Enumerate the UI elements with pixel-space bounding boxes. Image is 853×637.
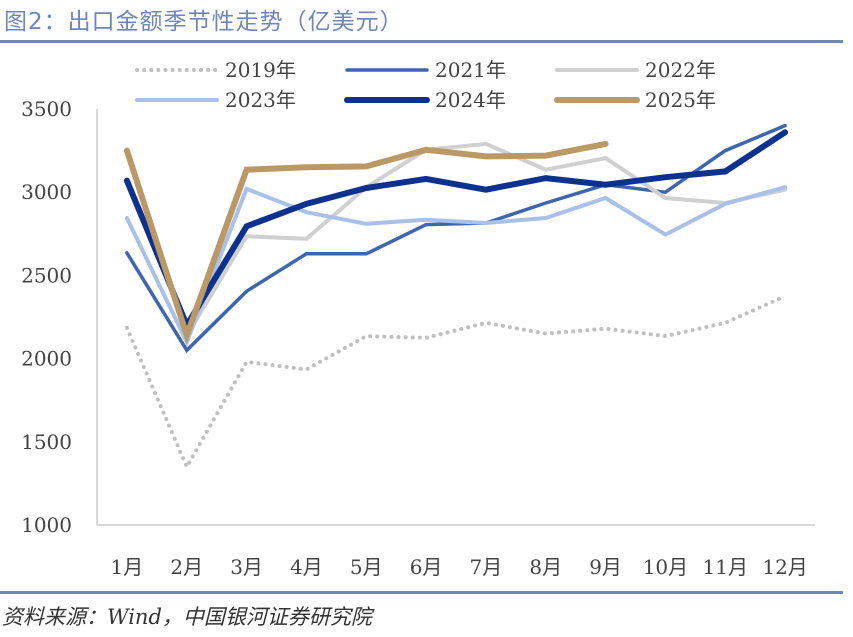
y-tick-label: 3500 <box>21 97 72 121</box>
legend-label: 2023年 <box>225 88 296 112</box>
legend: 2019年 2021年 2022年 2023年 2024年 2025年 <box>135 58 716 112</box>
x-tick-label: 2月 <box>170 555 203 579</box>
x-tick-label: 5月 <box>350 555 383 579</box>
y-tick-label: 3000 <box>21 180 72 204</box>
series-line-2025年 <box>123 140 609 345</box>
x-tick-label: 10月 <box>643 555 688 579</box>
title-divider <box>0 40 843 43</box>
x-tick-label: 3月 <box>230 555 263 579</box>
series-line-2023年 <box>124 185 788 347</box>
legend-item: 2021年 <box>345 58 506 82</box>
axes <box>96 109 815 526</box>
legend-label: 2025年 <box>645 88 716 112</box>
series-line-2019年 <box>124 294 788 472</box>
series-line-2022年 <box>184 141 788 338</box>
y-tick-label: 1000 <box>21 513 72 537</box>
legend-label: 2024年 <box>435 88 506 112</box>
legend-item: 2024年 <box>344 88 506 112</box>
y-tick-label: 2500 <box>21 263 72 287</box>
legend-item: 2022年 <box>555 58 716 82</box>
x-axis-ticks: 1月 2月 3月 4月 5月 6月 7月 8月 9月 10月 11月 12月 <box>111 555 808 579</box>
y-tick-label: 2000 <box>21 347 72 371</box>
y-axis-ticks: 1000 1500 2000 2500 3000 3500 <box>21 97 72 537</box>
x-tick-label: 1月 <box>111 555 144 579</box>
legend-label: 2021年 <box>435 58 506 82</box>
legend-item: 2019年 <box>135 58 296 82</box>
x-tick-label: 11月 <box>703 555 748 579</box>
legend-label: 2019年 <box>225 58 296 82</box>
legend-label: 2022年 <box>645 58 716 82</box>
y-tick-label: 1500 <box>21 430 72 454</box>
line-chart: 1000 1500 2000 2500 3000 3500 1月 2月 3月 4月 5月 6月 7月 8… <box>21 58 815 579</box>
legend-item: 2023年 <box>135 88 296 112</box>
x-tick-label: 9月 <box>589 555 622 579</box>
source-note: 资料来源：Wind，中国银河证券研究院 <box>2 605 372 629</box>
series-line-2024年 <box>123 129 789 332</box>
x-tick-label: 12月 <box>762 555 807 579</box>
x-tick-label: 8月 <box>529 555 562 579</box>
series-lines <box>123 123 789 472</box>
x-tick-label: 4月 <box>290 555 323 579</box>
legend-item: 2025年 <box>554 88 716 112</box>
source-divider <box>0 591 843 594</box>
x-tick-label: 6月 <box>410 555 443 579</box>
x-tick-label: 7月 <box>470 555 503 579</box>
series-line-2021年 <box>125 123 787 354</box>
chart-title: 图2：出口金额季节性走势（亿美元） <box>4 9 404 35</box>
